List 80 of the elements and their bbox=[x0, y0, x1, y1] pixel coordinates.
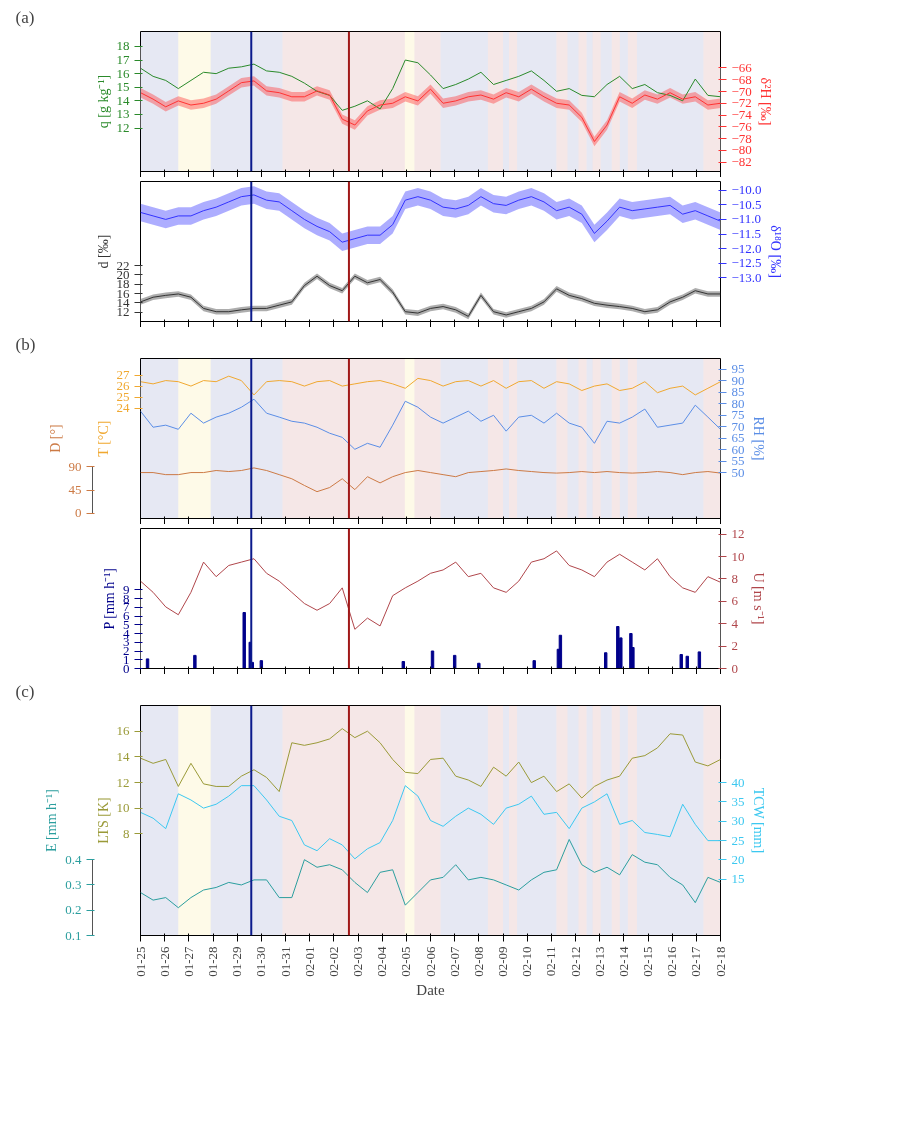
y-tick-label: 8 bbox=[123, 825, 130, 841]
x-tick-label: 02-14 bbox=[615, 946, 631, 977]
y-tick-label: 17 bbox=[116, 52, 130, 68]
x-tick-label: 01-29 bbox=[229, 946, 245, 977]
y-tick-label: 12 bbox=[116, 774, 130, 790]
y-tick-label: 16 bbox=[116, 723, 130, 739]
y2-tick-label: −11.5 bbox=[731, 226, 762, 241]
y2-tick-label: −10.5 bbox=[731, 196, 762, 212]
y-tick-label: 14 bbox=[116, 748, 130, 764]
x-tick-label: 02-15 bbox=[640, 946, 655, 977]
x-tick-label: 02-17 bbox=[688, 946, 704, 977]
y-axis-title: T [°C] bbox=[95, 420, 111, 457]
x-tick-label: 02-01 bbox=[301, 946, 317, 977]
y-axis-title: q [g kg⁻¹] bbox=[95, 74, 111, 129]
y2-tick-label: −13.0 bbox=[731, 269, 762, 285]
y2-axis-title: RH [%] bbox=[750, 416, 766, 461]
text: (b) bbox=[15, 334, 36, 354]
y2-tick-label: 10 bbox=[731, 548, 745, 564]
x-tick-label: 01-25 bbox=[132, 946, 148, 977]
y-tick-label: 10 bbox=[116, 800, 130, 816]
y3-tick-label: 0 bbox=[75, 505, 82, 521]
y3-tick-label: 0.1 bbox=[65, 927, 82, 943]
y2-tick-label: 25 bbox=[731, 832, 745, 848]
x-tick-label: 02-10 bbox=[519, 946, 535, 977]
y-axis-title: d [‰] bbox=[95, 234, 111, 269]
text: (a) bbox=[15, 7, 35, 27]
x-tick-label: 01-26 bbox=[156, 946, 172, 977]
x-tick-label: 02-08 bbox=[470, 946, 486, 977]
x-axis-title: Date bbox=[416, 981, 445, 998]
y2-tick-label: −10.0 bbox=[731, 182, 762, 198]
y-tick-label: 16 bbox=[116, 65, 130, 81]
x-tick-label: 01-31 bbox=[277, 946, 293, 977]
y3-tick-label: 90 bbox=[68, 458, 82, 474]
y2-tick-label: −12.0 bbox=[731, 240, 762, 256]
x-tick-label: 02-16 bbox=[664, 946, 680, 977]
y2-tick-label: −11.0 bbox=[731, 211, 762, 227]
y3-tick-label: 0.3 bbox=[65, 876, 82, 892]
y2-tick-label: 4 bbox=[731, 615, 739, 631]
y2-tick-label: −12.5 bbox=[731, 255, 762, 271]
x-tick-label: 02-04 bbox=[374, 946, 390, 977]
y2-tick-label: 12 bbox=[731, 526, 745, 542]
x-tick-label: 02-11 bbox=[543, 946, 559, 977]
y-tick-label: 13 bbox=[116, 106, 130, 122]
y2-tick-label: 0 bbox=[731, 660, 738, 676]
y2-tick-label: 15 bbox=[731, 871, 745, 887]
x-tick-label: 02-02 bbox=[325, 946, 341, 977]
y2-tick-label: 20 bbox=[731, 851, 745, 867]
x-tick-label: 02-09 bbox=[495, 946, 510, 977]
y-tick-label: 15 bbox=[116, 79, 130, 95]
x-tick-label: 02-12 bbox=[567, 946, 583, 977]
y2-axis-title: δ¹⁸O [‰] bbox=[767, 225, 783, 278]
x-tick-label: 01-30 bbox=[253, 946, 269, 977]
y2-axis-title: TCW [mm] bbox=[750, 787, 766, 854]
x-tick-label: 02-03 bbox=[350, 946, 365, 977]
x-tick-label: 02-06 bbox=[422, 946, 438, 977]
x-tick-label: 02-13 bbox=[591, 946, 607, 977]
x-tick-label: 01-27 bbox=[180, 946, 196, 977]
y2-axis-title: U [m s⁻¹] bbox=[750, 572, 766, 625]
x-tick-label: 02-07 bbox=[446, 946, 462, 977]
y3-tick-label: 0.2 bbox=[65, 902, 82, 918]
y2-tick-label: 6 bbox=[731, 593, 739, 609]
y3-axis-title: D [°] bbox=[47, 424, 63, 453]
y2-tick-label: 30 bbox=[731, 813, 745, 829]
y-axis-title: LTS [K] bbox=[95, 797, 111, 844]
y-tick-label: 14 bbox=[116, 92, 130, 108]
y2-tick-label: 2 bbox=[731, 638, 738, 654]
y-axis-title: P [mm h⁻¹] bbox=[102, 567, 117, 630]
y2-tick-label: 8 bbox=[731, 570, 738, 586]
y2-tick-label: 40 bbox=[731, 774, 745, 790]
y2-axis-title: δ²H [‰] bbox=[757, 77, 773, 126]
y-tick-label: 12 bbox=[116, 120, 130, 135]
text: (c) bbox=[15, 681, 35, 701]
x-tick-label: 01-28 bbox=[205, 946, 220, 977]
y3-tick-label: 0.4 bbox=[65, 851, 82, 867]
x-tick-label: 02-18 bbox=[712, 946, 728, 977]
y3-tick-label: 45 bbox=[68, 482, 82, 498]
y3-axis-title: E [mm h⁻¹] bbox=[44, 789, 60, 852]
y2-tick-label: 35 bbox=[731, 793, 745, 809]
y-tick-label: 18 bbox=[116, 38, 130, 54]
x-tick-label: 02-05 bbox=[398, 946, 414, 977]
